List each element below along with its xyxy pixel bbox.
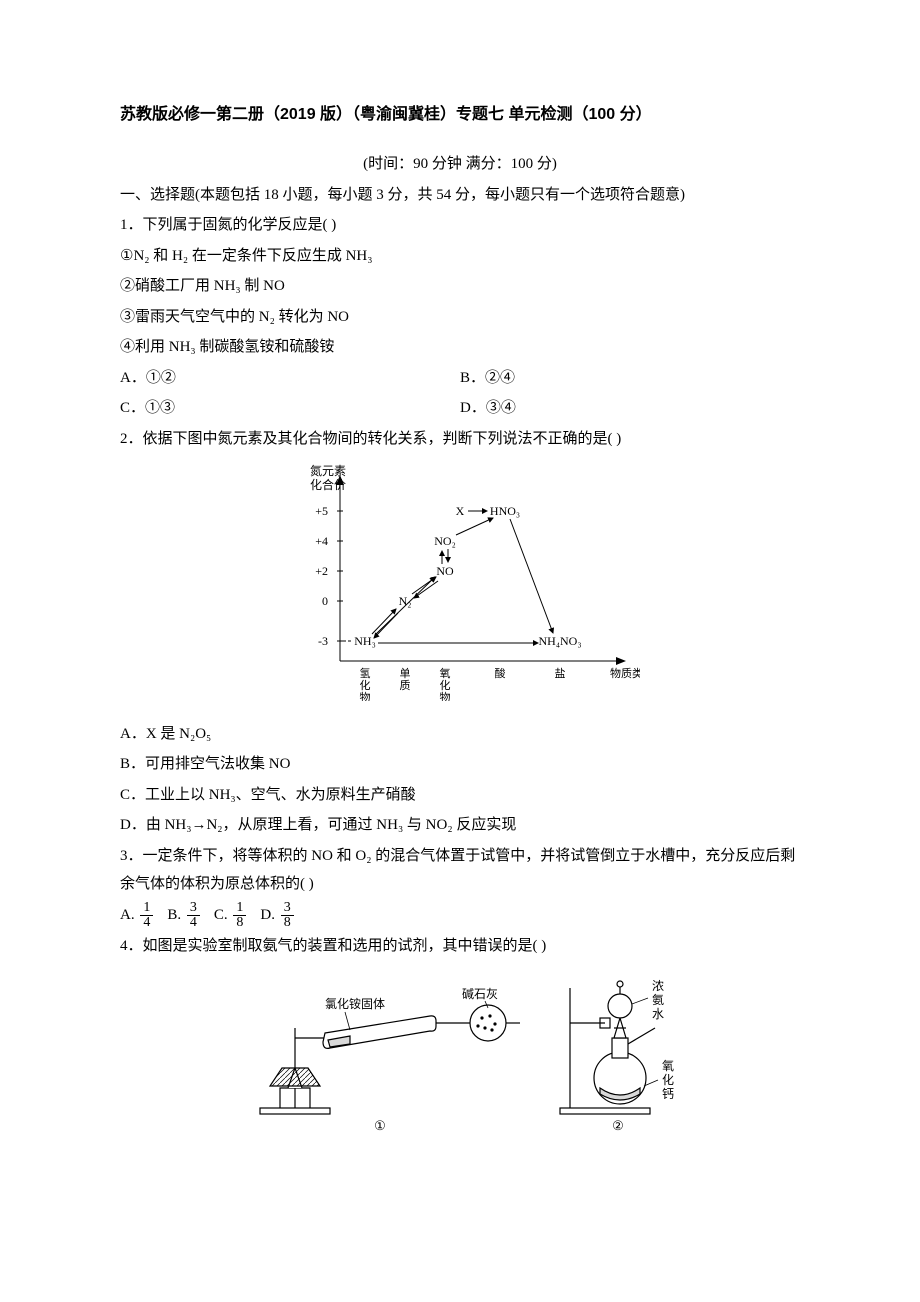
svg-text:+5: +5 (315, 504, 328, 518)
svg-text:酸: 酸 (495, 666, 506, 680)
svg-text:X: X (456, 504, 465, 518)
q4-stem: 4．如图是实验室制取氨气的装置和选用的试剂，其中错误的是( ) (120, 932, 800, 961)
svg-text:0: 0 (322, 594, 328, 608)
svg-text:单: 单 (400, 667, 411, 680)
svg-text:盐: 盐 (555, 667, 566, 680)
svg-text:浓: 浓 (652, 979, 664, 993)
q1-item1: ①N₂ 和 H₂ 在一定条件下反应生成 NH₃ (120, 242, 800, 271)
q1-item4: ④利用 NH₃ 制碳酸氢铵和硫酸铵 (120, 333, 800, 362)
svg-text:物: 物 (440, 690, 451, 701)
q3-option-b: B. 34 (167, 901, 202, 930)
q3-c-label: C. (214, 907, 228, 923)
svg-text:化: 化 (440, 678, 451, 692)
q2-option-c: C．工业上以 NH₃、空气、水为原料生产硝酸 (120, 781, 800, 810)
svg-text:NO: NO (436, 564, 454, 578)
q3-b-label: B. (167, 907, 181, 923)
label-nh4cl: 氯化铵固体 (325, 996, 385, 1011)
q1-option-b: B．②④ (460, 364, 800, 393)
fraction-icon: 14 (140, 901, 153, 930)
svg-text:钙: 钙 (662, 1087, 674, 1101)
page-title: 苏教版必修一第二册（2019 版）（粤渝闽冀桂）专题七 单元检测（100 分） (120, 100, 800, 130)
timing-line: (时间：90 分钟 满分：100 分) (120, 150, 800, 179)
svg-text:物质类别: 物质类别 (610, 666, 640, 680)
svg-text:质: 质 (400, 679, 411, 692)
q3-option-a: A. 14 (120, 901, 155, 930)
svg-text:化: 化 (360, 678, 371, 692)
svg-text:氢: 氢 (360, 666, 371, 680)
svg-text:氮元素: 氮元素 (310, 463, 346, 478)
svg-text:化: 化 (662, 1073, 674, 1087)
q1-option-d: D．③④ (460, 394, 800, 423)
q1-options-row1: A．①② B．②④ (120, 364, 800, 393)
q1-options-row2: C．①③ D．③④ (120, 394, 800, 423)
fraction-icon: 38 (281, 901, 294, 930)
svg-text:氨: 氨 (652, 993, 664, 1007)
q3-options: A. 14 B. 34 C. 18 D. 38 (120, 901, 800, 930)
svg-text:化合价: 化合价 (310, 477, 346, 492)
svg-text:NO₂: NO₂ (434, 534, 456, 548)
svg-text:+2: +2 (315, 564, 328, 578)
svg-text:②: ② (612, 1118, 624, 1133)
q1-stem: 1．下列属于固氮的化学反应是( ) (120, 211, 800, 240)
q1-option-a: A．①② (120, 364, 460, 393)
svg-text:NH₃: NH₃ (354, 634, 376, 648)
q1-option-c: C．①③ (120, 394, 460, 423)
q2-option-a: A．X 是 N₂O₅ (120, 720, 800, 749)
q3-option-d: D. 38 (260, 901, 295, 930)
q1-item3: ③雷雨天气空气中的 N₂ 转化为 NO (120, 303, 800, 332)
svg-text:NH₄NO₃: NH₄NO₃ (538, 634, 581, 648)
svg-text:碱石灰: 碱石灰 (462, 987, 498, 1001)
fraction-icon: 18 (233, 901, 246, 930)
q3-a-label: A. (120, 907, 135, 923)
q2-stem: 2．依据下图中氮元素及其化合物间的转化关系，判断下列说法不正确的是( ) (120, 425, 800, 454)
q4-apparatus: 氯化铵固体 碱石灰 ① 浓 氨 水 氧 化 钙 ② (120, 968, 800, 1149)
fraction-icon: 34 (187, 901, 200, 930)
q1-item2: ②硝酸工厂用 NH₃ 制 NO (120, 272, 800, 301)
q3-option-c: C. 18 (214, 901, 249, 930)
svg-text:物: 物 (360, 690, 371, 701)
q2-option-d: D．由 NH₃→N₂，从原理上看，可通过 NH₃ 与 NO₂ 反应实现 (120, 811, 800, 840)
q3-stem: 3．一定条件下，将等体积的 NO 和 O₂ 的混合气体置于试管中，并将试管倒立于… (120, 842, 800, 899)
svg-text:氧: 氧 (440, 666, 451, 680)
svg-text:①: ① (374, 1118, 386, 1133)
svg-text:氧: 氧 (662, 1059, 674, 1073)
q2-chart: +5 +4 +2 0 -3 氮元素 化合价 氢 化 物 单 质 氧 化 物 酸 … (120, 461, 800, 712)
section-heading: 一、选择题(本题包括 18 小题，每小题 3 分，共 54 分，每小题只有一个选… (120, 181, 800, 210)
svg-text:+4: +4 (315, 534, 328, 548)
svg-text:HNO₃: HNO₃ (490, 504, 520, 518)
svg-text:水: 水 (652, 1007, 664, 1021)
svg-text:-3: -3 (318, 634, 328, 648)
q3-d-label: D. (260, 907, 275, 923)
q2-option-b: B．可用排空气法收集 NO (120, 750, 800, 779)
